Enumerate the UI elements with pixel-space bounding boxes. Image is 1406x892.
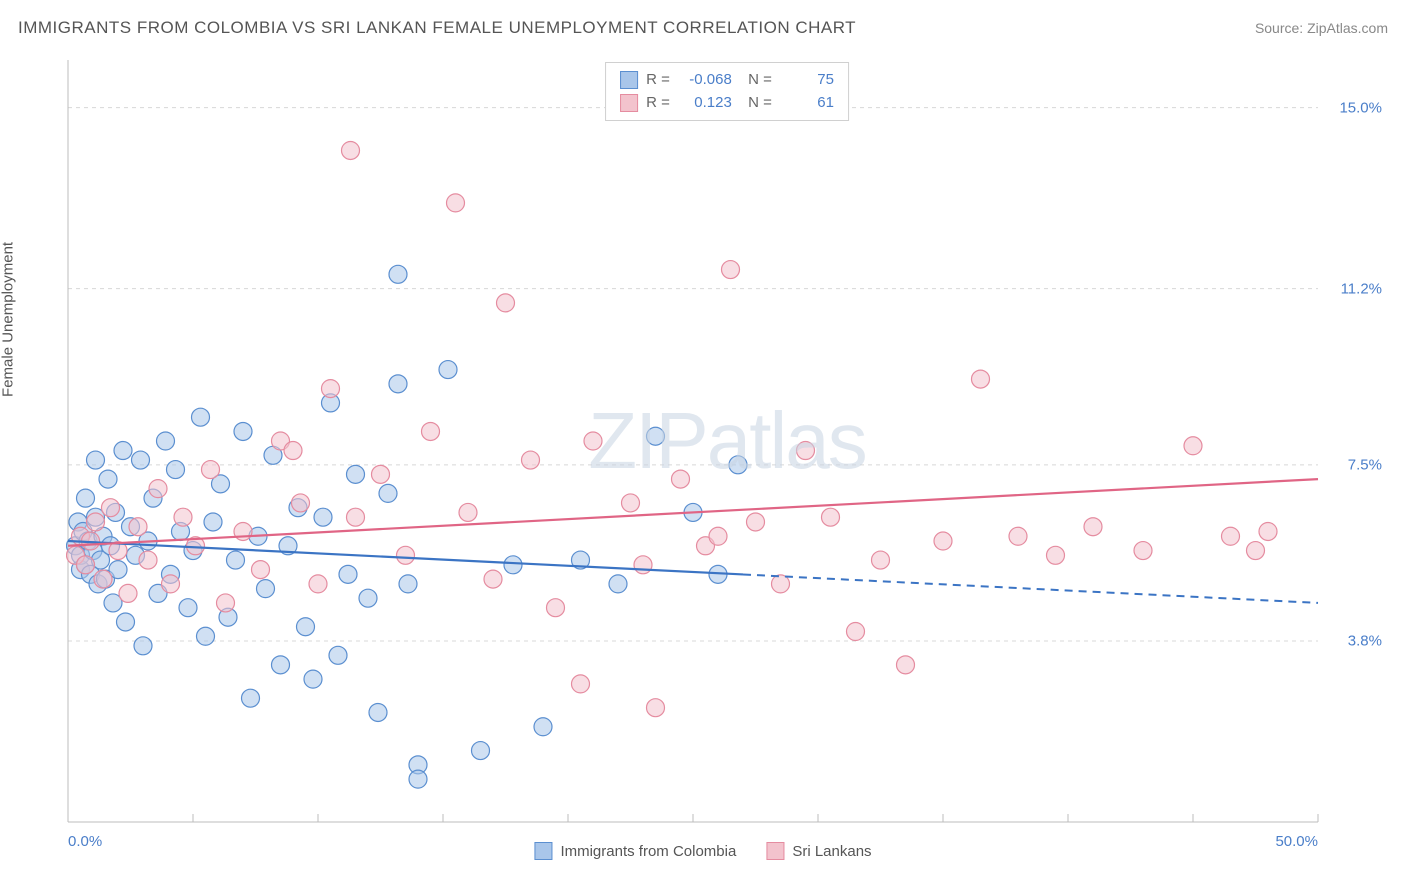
chart-header: IMMIGRANTS FROM COLOMBIA VS SRI LANKAN F… [18, 18, 1388, 38]
stat-n-colombia: 75 [780, 69, 834, 92]
scatter-plot [66, 58, 1388, 824]
y-axis-label: Female Unemployment [0, 242, 17, 397]
chart-source: Source: ZipAtlas.com [1255, 20, 1388, 36]
legend-item-srilanka: Sri Lankans [766, 842, 871, 860]
stat-r-label: R = [646, 69, 670, 92]
stat-n-label: N = [740, 69, 772, 92]
legend-label-colombia: Immigrants from Colombia [560, 843, 736, 860]
legend-series: Immigrants from Colombia Sri Lankans [534, 842, 871, 860]
x-tick-label: 0.0% [68, 833, 102, 850]
stat-r-label: R = [646, 92, 670, 115]
y-tick-label: 3.8% [1348, 633, 1382, 650]
stat-r-colombia: -0.068 [678, 69, 732, 92]
stat-n-label: N = [740, 92, 772, 115]
legend-stats-row: R = 0.123 N = 61 [620, 92, 834, 115]
legend-swatch-srilanka [620, 94, 638, 112]
legend-item-colombia: Immigrants from Colombia [534, 842, 736, 860]
legend-swatch-srilanka [766, 842, 784, 860]
chart-title: IMMIGRANTS FROM COLOMBIA VS SRI LANKAN F… [18, 18, 856, 38]
x-tick-label: 50.0% [1275, 833, 1318, 850]
stat-n-srilanka: 61 [780, 92, 834, 115]
y-tick-label: 15.0% [1339, 99, 1382, 116]
y-tick-label: 7.5% [1348, 456, 1382, 473]
chart-area: Female Unemployment ZIPatlas R = -0.068 … [18, 58, 1388, 874]
y-tick-label: 11.2% [1341, 280, 1382, 297]
legend-stats: R = -0.068 N = 75 R = 0.123 N = 61 [605, 62, 849, 121]
legend-swatch-colombia [534, 842, 552, 860]
stat-r-srilanka: 0.123 [678, 92, 732, 115]
legend-stats-row: R = -0.068 N = 75 [620, 69, 834, 92]
plot-area: ZIPatlas R = -0.068 N = 75 R = 0.123 N =… [66, 58, 1388, 824]
legend-swatch-colombia [620, 71, 638, 89]
legend-label-srilanka: Sri Lankans [792, 843, 871, 860]
